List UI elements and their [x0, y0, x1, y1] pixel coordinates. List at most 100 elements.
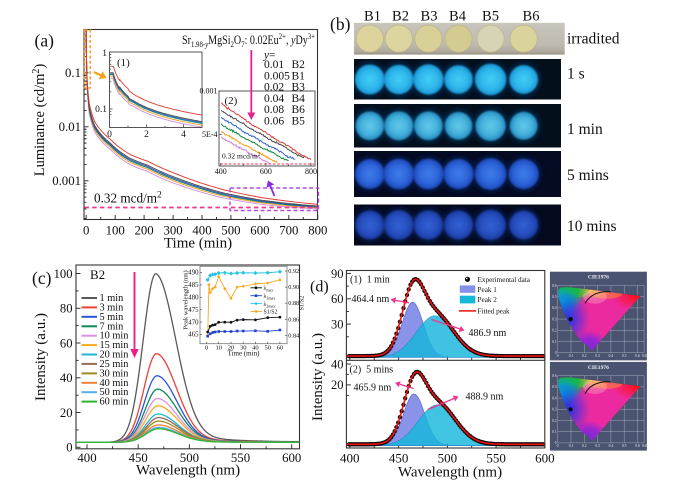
svg-text:40: 40	[252, 345, 259, 352]
svg-text:0.90: 0.90	[288, 284, 299, 291]
svg-text:Intensity (a.u.): Intensity (a.u.)	[310, 333, 326, 421]
svg-text:0.1: 0.1	[552, 340, 557, 344]
svg-text:λmax: λmax	[264, 286, 274, 293]
svg-text:0.4: 0.4	[609, 444, 614, 448]
svg-text:490: 490	[188, 270, 199, 277]
svg-text:B2: B2	[90, 267, 105, 282]
svg-text:0: 0	[555, 351, 557, 355]
svg-text:Luminance (cd/m2): Luminance (cd/m2)	[31, 64, 48, 177]
svg-text:486.9 nm: 486.9 nm	[469, 328, 507, 339]
svg-text:800: 800	[308, 224, 327, 238]
svg-text:600: 600	[535, 451, 555, 466]
svg-text:100: 100	[54, 267, 73, 281]
svg-text:(c): (c)	[32, 268, 52, 288]
svg-text:470: 470	[188, 319, 199, 326]
svg-text:0.01: 0.01	[59, 120, 81, 134]
svg-text:550: 550	[231, 451, 250, 465]
svg-text:480: 480	[188, 295, 199, 302]
svg-text:50 min: 50 min	[100, 387, 129, 398]
svg-text:20: 20	[331, 378, 344, 392]
svg-text:Peak wavelength (nm): Peak wavelength (nm)	[183, 270, 190, 329]
svg-text:0.001: 0.001	[52, 174, 81, 188]
svg-text:(1): (1)	[117, 57, 130, 69]
svg-text:500: 500	[438, 451, 458, 466]
svg-text:4: 4	[181, 130, 186, 140]
svg-text:S1/S2: S1/S2	[299, 296, 306, 311]
svg-text:Time (min): Time (min)	[164, 236, 232, 252]
svg-text:100: 100	[106, 224, 125, 238]
svg-text:Intensity (a.u.): Intensity (a.u.)	[33, 313, 49, 401]
svg-text:B6: B6	[523, 9, 540, 25]
svg-text:0.84: 0.84	[288, 332, 299, 339]
svg-text:B1: B1	[364, 9, 381, 25]
svg-text:0.88: 0.88	[288, 300, 299, 307]
svg-text:700: 700	[279, 224, 298, 238]
svg-text:80: 80	[60, 302, 73, 316]
svg-text:0.6: 0.6	[552, 374, 557, 378]
svg-text:(b): (b)	[330, 14, 351, 34]
svg-text:0.4: 0.4	[609, 354, 614, 358]
svg-text:400: 400	[340, 451, 360, 466]
svg-text:0.3: 0.3	[552, 317, 557, 321]
svg-text:0.04: 0.04	[264, 93, 284, 105]
svg-text:0.5: 0.5	[622, 444, 627, 448]
svg-text:B2: B2	[292, 59, 306, 71]
svg-text:400: 400	[215, 167, 227, 176]
svg-text:0.6: 0.6	[635, 354, 640, 358]
svg-text:0.1: 0.1	[569, 354, 574, 358]
svg-text:B4: B4	[292, 93, 306, 105]
svg-text:0.32 mcd/m2: 0.32 mcd/m2	[222, 152, 261, 161]
svg-text:0.3: 0.3	[595, 444, 600, 448]
svg-text:200: 200	[134, 224, 153, 238]
svg-text:60: 60	[331, 292, 344, 306]
svg-text:60 min: 60 min	[100, 397, 129, 408]
svg-text:0.08: 0.08	[264, 104, 284, 116]
svg-text:3 min: 3 min	[100, 302, 124, 313]
svg-text:CIE1976: CIE1976	[588, 365, 609, 371]
svg-text:Peak 1: Peak 1	[478, 286, 498, 294]
svg-text:0.65: 0.65	[642, 444, 648, 448]
svg-text:0.65: 0.65	[642, 354, 648, 358]
svg-text:464.4 nm: 464.4 nm	[352, 294, 390, 305]
svg-text:1 min: 1 min	[567, 121, 603, 138]
svg-text:0.2: 0.2	[582, 354, 587, 358]
svg-text:10 mins: 10 mins	[567, 218, 617, 235]
svg-text:(2): (2)	[225, 95, 238, 107]
svg-text:0.1: 0.1	[569, 444, 574, 448]
svg-text:1 s: 1 s	[567, 66, 585, 83]
svg-text:0.6: 0.6	[635, 444, 640, 448]
svg-text:y=: y=	[263, 50, 275, 62]
svg-text:B5: B5	[292, 116, 306, 128]
svg-text:450: 450	[129, 451, 148, 465]
svg-text:0.3: 0.3	[595, 354, 600, 358]
svg-text:0.01: 0.01	[264, 59, 284, 71]
svg-text:400: 400	[77, 451, 96, 465]
svg-text:20 min: 20 min	[100, 350, 129, 361]
svg-text:15 min: 15 min	[100, 340, 129, 351]
svg-text:0.5: 0.5	[552, 385, 557, 389]
svg-text:10 min: 10 min	[100, 331, 129, 342]
svg-text:300: 300	[163, 224, 182, 238]
svg-text:0: 0	[66, 441, 72, 455]
svg-text:600: 600	[282, 451, 301, 465]
svg-text:7 min: 7 min	[100, 321, 124, 332]
svg-text:(a): (a)	[35, 31, 55, 51]
svg-text:30: 30	[240, 345, 247, 352]
svg-text:500: 500	[180, 451, 199, 465]
svg-text:0.2: 0.2	[552, 419, 557, 423]
svg-text:B3: B3	[421, 9, 438, 25]
svg-text:40: 40	[331, 357, 344, 371]
svg-text:20: 20	[60, 406, 73, 420]
svg-text:0.02: 0.02	[264, 82, 284, 94]
svg-text:5E-4: 5E-4	[202, 130, 218, 139]
svg-text:40: 40	[60, 371, 73, 385]
svg-text:0.1: 0.1	[65, 66, 81, 80]
svg-text:0: 0	[205, 345, 208, 352]
svg-text:2: 2	[144, 130, 149, 140]
svg-text:600: 600	[260, 167, 272, 176]
svg-text:Peak 2: Peak 2	[478, 296, 498, 304]
svg-text:0.5: 0.5	[552, 295, 557, 299]
svg-text:465.9 nm: 465.9 nm	[354, 383, 392, 394]
svg-text:λ1max: λ1max	[264, 294, 276, 301]
svg-text:465: 465	[188, 332, 199, 339]
